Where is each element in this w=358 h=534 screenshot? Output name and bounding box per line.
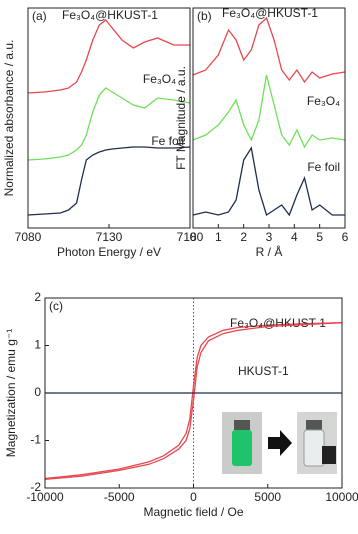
series-label: Fe₃O₄@HKUST-1 bbox=[62, 8, 158, 22]
y-axis-label: Magnetization / emu g⁻¹ bbox=[4, 329, 18, 457]
x-tick-label: 5 bbox=[316, 230, 323, 244]
x-tick-label: 0 bbox=[190, 230, 197, 244]
series-label: Fe₃O₄ bbox=[143, 72, 176, 86]
y-tick-label: -1 bbox=[30, 433, 41, 447]
x-tick-label: 6 bbox=[342, 230, 349, 244]
panel-label: (b) bbox=[197, 9, 212, 23]
inset-photo bbox=[222, 412, 337, 474]
x-tick-label: -10000 bbox=[26, 490, 64, 504]
x-tick-label: 0 bbox=[190, 490, 197, 504]
series-line bbox=[27, 87, 191, 161]
panel: Fe₃O₄@HKUST-1 Fe₃O₄ Fe foil 7080 7130 7180 Pho… bbox=[2, 7, 204, 259]
panel-label: (a) bbox=[32, 9, 47, 23]
x-tick-label: 4 bbox=[291, 230, 298, 244]
y-tick-label: 1 bbox=[34, 338, 41, 352]
series-label: Fe₃O₄@HKUST-1 bbox=[230, 316, 326, 330]
y-tick-label: -2 bbox=[30, 480, 41, 494]
series-label: Fe₃O₄ bbox=[307, 94, 340, 108]
series-line bbox=[27, 146, 191, 216]
series-line bbox=[192, 74, 346, 149]
x-tick-label: 7180 bbox=[177, 230, 204, 244]
series-line bbox=[44, 322, 343, 480]
x-axis-label: R / Å bbox=[256, 244, 283, 259]
vial-clear bbox=[303, 429, 325, 467]
y-axis-label: Normalized absorbance / a.u. bbox=[2, 40, 16, 197]
arrow bbox=[268, 430, 292, 456]
charts: Fe₃O₄@HKUST-1 Fe₃O₄ Fe foil 7080 7130 7180 Pho… bbox=[2, 6, 358, 519]
series-label: Fe foil bbox=[307, 160, 340, 174]
series-label: Fe₃O₄@HKUST-1 bbox=[222, 6, 318, 20]
series-label: HKUST-1 bbox=[238, 364, 289, 378]
plot-frame bbox=[192, 7, 346, 229]
y-tick-label: 2 bbox=[34, 290, 41, 304]
x-tick-label: 7080 bbox=[15, 230, 42, 244]
x-axis-label: Photon Energy / eV bbox=[57, 245, 161, 259]
x-tick-label: 7130 bbox=[96, 230, 123, 244]
vial-cap bbox=[234, 420, 250, 430]
series-line bbox=[27, 19, 190, 94]
y-axis-label: FT Magnitude / a.u. bbox=[174, 66, 188, 170]
series-line bbox=[192, 146, 345, 217]
panel-label: (c) bbox=[49, 299, 63, 313]
series-line bbox=[44, 322, 343, 481]
x-tick-label: 3 bbox=[266, 230, 273, 244]
x-tick-label: 5000 bbox=[254, 490, 281, 504]
series-label: Fe foil bbox=[151, 134, 184, 148]
panel: Fe₃O₄@HKUST-1 HKUST-1 -10000 -5000 0 5000 1000… bbox=[4, 290, 358, 519]
vial-green bbox=[232, 430, 252, 466]
x-axis-label: Magnetic field / Oe bbox=[143, 505, 243, 519]
magnet bbox=[322, 446, 336, 464]
x-tick-label: 1 bbox=[215, 230, 222, 244]
series-line bbox=[192, 16, 346, 84]
panel: Fe₃O₄@HKUST-1 Fe₃O₄ Fe foil 0 1 2 3 4 5 6 R / Å FT … bbox=[174, 6, 348, 259]
vial-cap bbox=[306, 420, 322, 430]
x-tick-label: 10000 bbox=[325, 490, 358, 504]
y-tick-label: 0 bbox=[34, 385, 41, 399]
x-tick-label: -5000 bbox=[104, 490, 135, 504]
x-tick-label: 2 bbox=[240, 230, 247, 244]
